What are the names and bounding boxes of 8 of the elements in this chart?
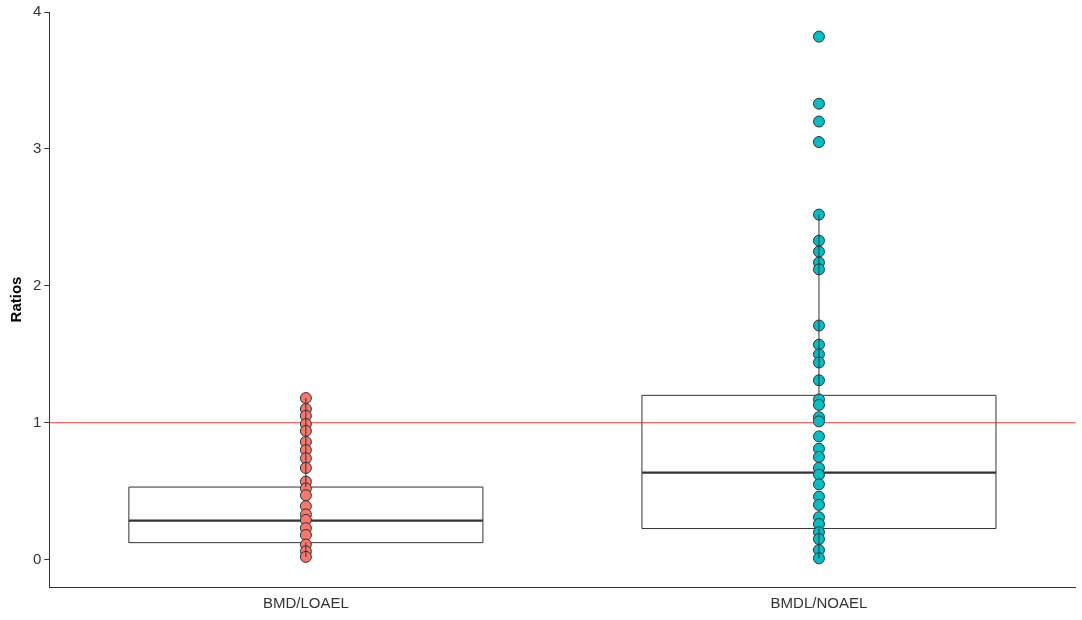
y-tick-label: 0 <box>33 549 42 567</box>
y-tick-label: 3 <box>33 139 42 157</box>
x-tick-label: BMDL/NOAEL <box>770 594 868 612</box>
y-tick-label: 1 <box>33 412 42 430</box>
y-axis-title: Ratios <box>7 276 25 323</box>
y-tick-label: 2 <box>33 275 42 293</box>
x-tick-label: BMD/LOAEL <box>262 594 349 612</box>
y-tick-label: 4 <box>33 2 42 20</box>
